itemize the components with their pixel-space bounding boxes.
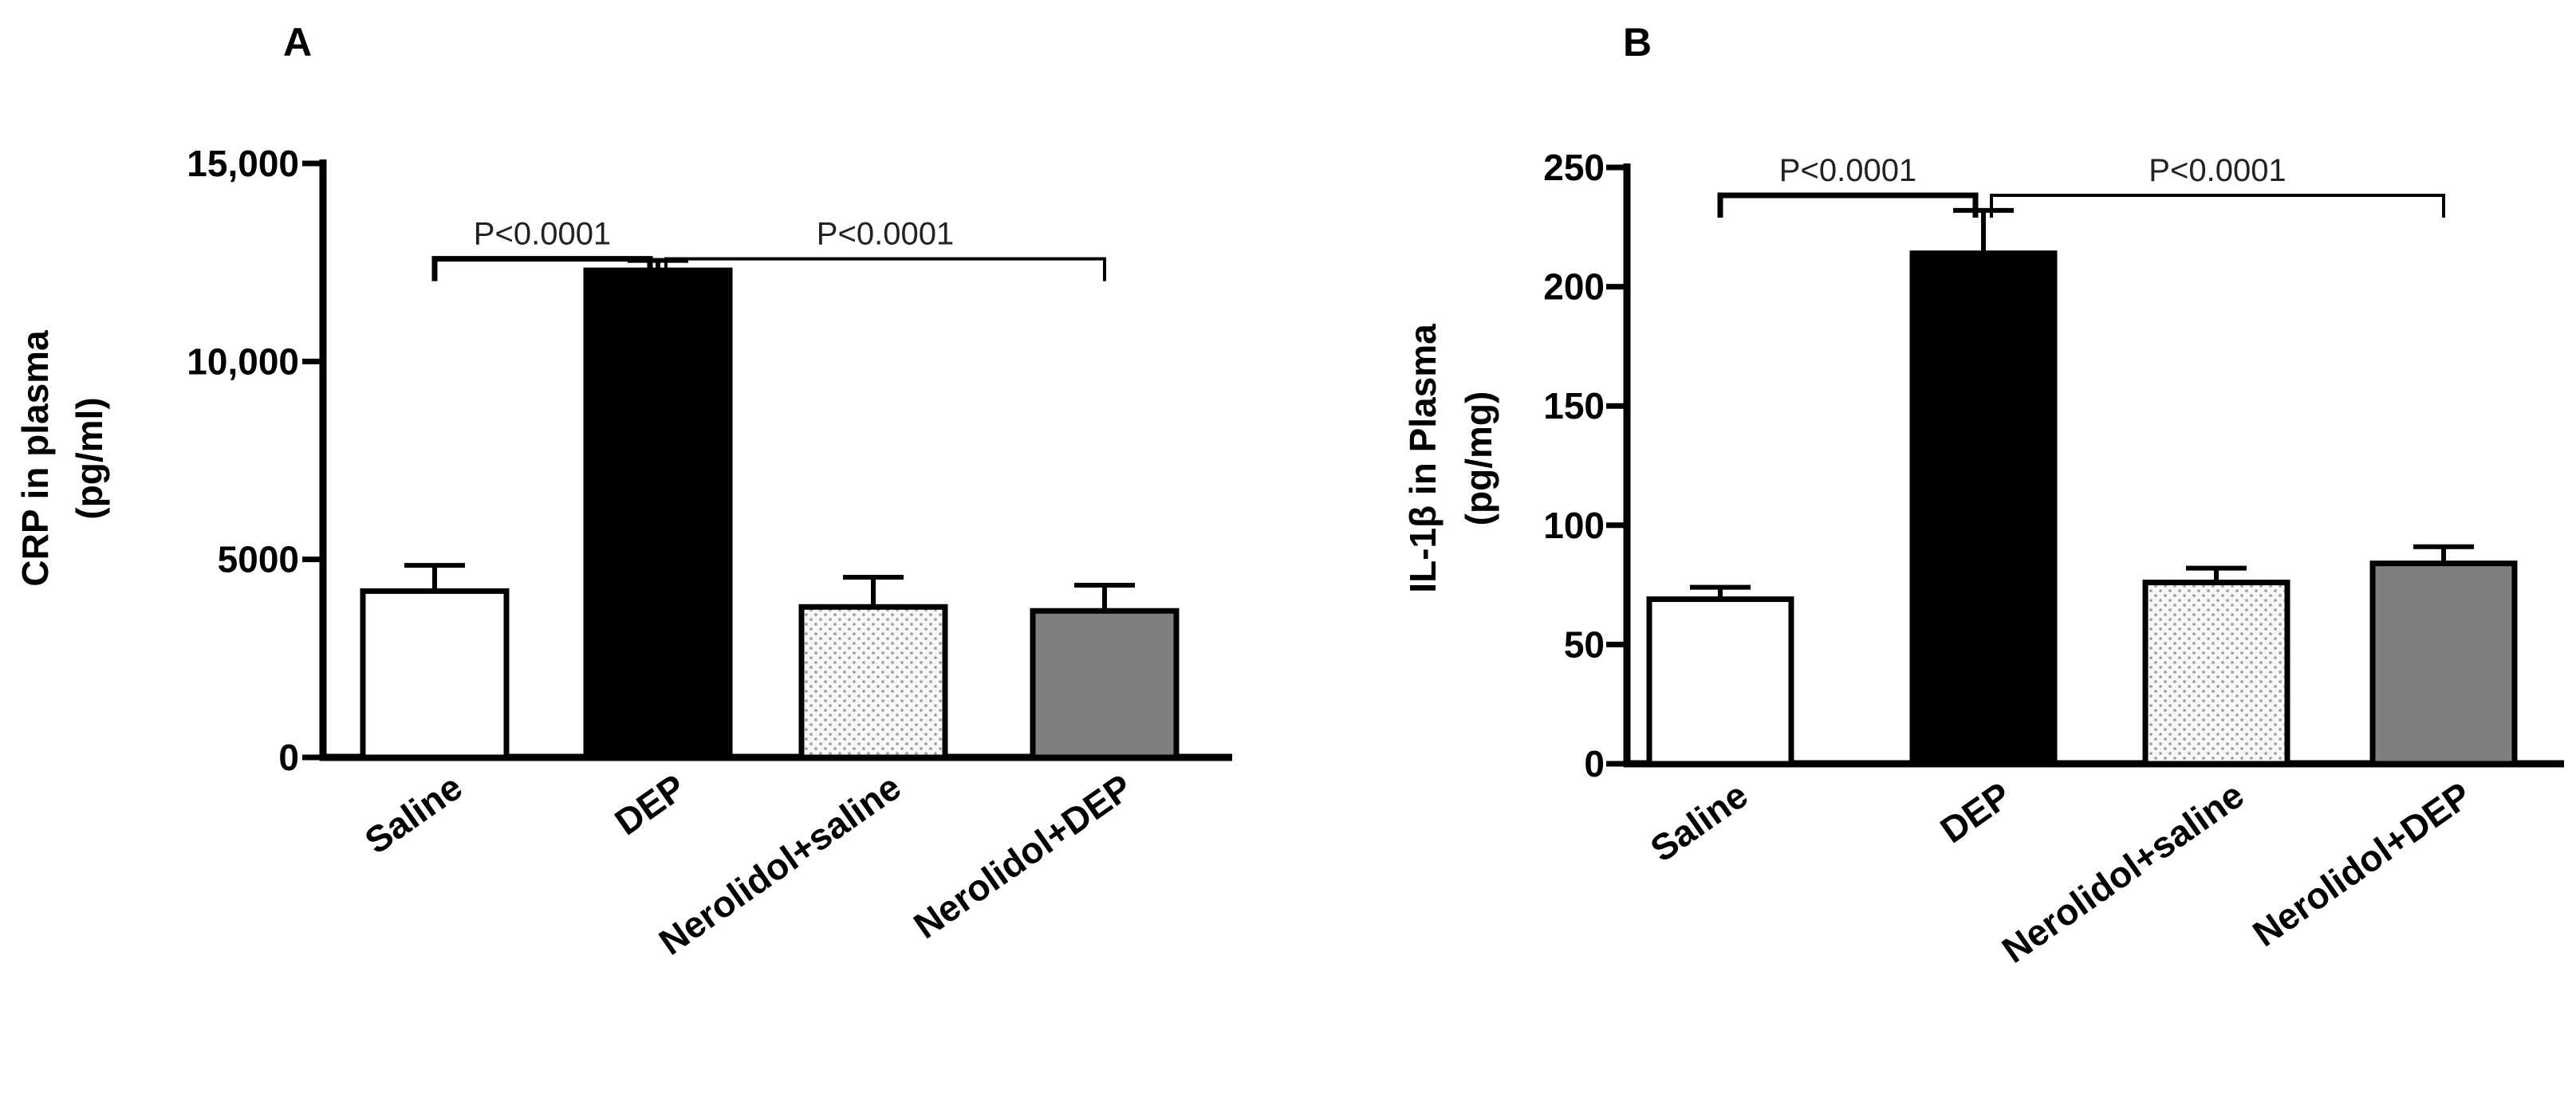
y-tick-label: 200: [1543, 266, 1605, 308]
y-tick-label: 50: [1564, 623, 1605, 665]
y-axis-label-units: (pg/mg): [1458, 391, 1499, 526]
significance-label: P<0.0001: [474, 217, 611, 252]
category-label: Nerolidol+saline: [1995, 774, 2251, 971]
panel-letter: A: [283, 20, 312, 65]
bar-dep: [1909, 250, 2058, 767]
significance-bracket: [664, 257, 1106, 281]
bar-nerolidol-saline: [2142, 580, 2290, 767]
y-tick-label: 0: [278, 737, 299, 778]
category-label: DEP: [1932, 774, 2018, 851]
bar-nerolidol-dep: [1030, 608, 1180, 761]
y-tick-label: 150: [1543, 385, 1605, 427]
category-label: Nerolidol+DEP: [906, 766, 1140, 947]
significance-bracket: [1990, 193, 2445, 218]
y-tick-label: 10,000: [187, 340, 299, 382]
y-axis-label: CRP in plasma: [14, 330, 56, 587]
panel-letter: B: [1623, 20, 1652, 65]
significance-label: P<0.0001: [1779, 153, 1916, 188]
y-tick-label: 100: [1543, 505, 1605, 546]
panel-a: A 0 5000 10,000 15,000 CRP in plasma (pg/ml) Sa…: [14, 20, 1232, 963]
y-tick-label: 0: [1584, 743, 1605, 785]
bar-saline: [1646, 596, 1794, 767]
category-label: Saline: [357, 766, 470, 862]
bar-dep: [583, 267, 733, 761]
y-tick-label: 250: [1543, 147, 1605, 188]
category-label: Saline: [1643, 774, 1755, 870]
category-label: Nerolidol+DEP: [2245, 774, 2479, 955]
bar-nerolidol-saline: [798, 604, 948, 761]
bar-saline: [360, 588, 510, 761]
category-label: Nerolidol+saline: [652, 766, 908, 963]
y-tick-label: 5000: [218, 539, 299, 580]
significance-bracket: [1717, 192, 1979, 218]
y-axis-label-units: (pg/ml): [69, 397, 110, 519]
y-axis-label: IL-1β in Plasma: [1402, 324, 1444, 593]
y-tick-label: 15,000: [187, 143, 299, 184]
significance-bracket: [431, 256, 653, 281]
category-label: DEP: [607, 766, 692, 844]
panel-b: B 0 50 100 150 200 250 IL-1β in Plasma (pg/mg) Sa…: [1402, 20, 2564, 971]
significance-label: P<0.0001: [2149, 153, 2286, 188]
bar-nerolidol-dep: [2369, 560, 2518, 767]
significance-label: P<0.0001: [817, 217, 954, 252]
